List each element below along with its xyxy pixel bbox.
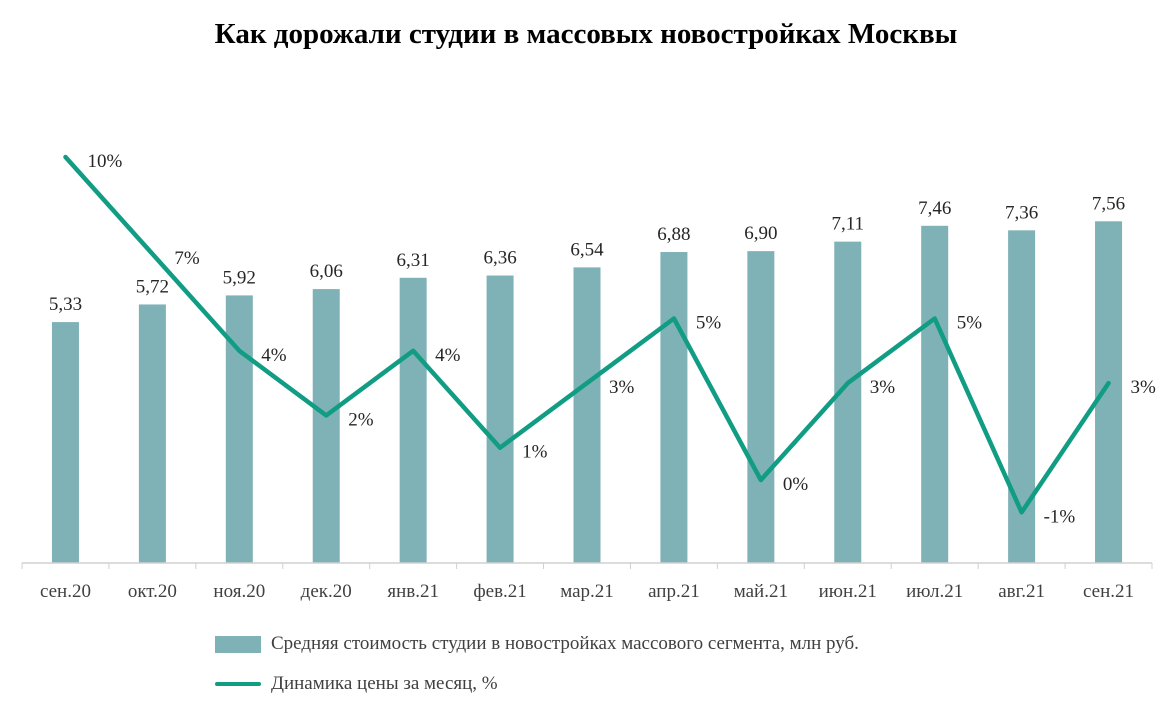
x-tick-label: июл.21	[906, 581, 963, 602]
line-value-label: -1%	[1044, 506, 1076, 527]
x-tick-label: фев.21	[473, 581, 526, 602]
line-value-label: 2%	[348, 409, 374, 430]
bar-value-label: 7,11	[831, 214, 864, 235]
bar-value-label: 6,36	[483, 248, 516, 269]
bar	[834, 242, 861, 563]
bar	[139, 304, 166, 563]
line-value-label: 10%	[87, 151, 122, 172]
x-tick-label: ноя.20	[213, 581, 265, 602]
bar-value-label: 6,90	[744, 223, 777, 244]
legend-swatch-bars	[215, 636, 261, 653]
bar-value-label: 6,54	[570, 239, 604, 260]
x-tick-label: май.21	[734, 581, 788, 602]
line-value-label: 7%	[174, 248, 200, 269]
bar-value-label: 7,46	[918, 198, 951, 219]
bar-value-label: 6,06	[310, 261, 343, 282]
x-tick-label: дек.20	[301, 581, 352, 602]
legend: Средняя стоимость студии в новостройках …	[215, 624, 859, 704]
x-tick-label: окт.20	[128, 581, 177, 602]
bar-value-label: 6,31	[397, 250, 430, 271]
x-tick-label: апр.21	[648, 581, 700, 602]
line-value-label: 5%	[696, 313, 722, 334]
bar-value-label: 5,72	[136, 276, 169, 297]
line-value-label: 5%	[957, 313, 983, 334]
line-value-label: 4%	[435, 345, 461, 366]
legend-swatch-line	[215, 682, 261, 686]
legend-item-line: Динамика цены за месяц, %	[215, 664, 859, 704]
line-value-label: 3%	[609, 377, 635, 398]
line-value-label: 3%	[870, 377, 896, 398]
legend-label-line: Динамика цены за месяц, %	[271, 673, 498, 695]
bar	[52, 322, 79, 563]
bar	[400, 278, 427, 563]
bar-value-label: 5,33	[49, 294, 82, 315]
bar	[487, 276, 514, 563]
bar	[313, 289, 340, 563]
legend-item-bars: Средняя стоимость студии в новостройках …	[215, 624, 859, 664]
line-value-label: 1%	[522, 442, 548, 463]
bar-value-label: 6,88	[657, 224, 690, 245]
bar	[921, 226, 948, 563]
ticks-layer: сен.20 окт.20 ноя.20 дек.20 янв.21 фев.21 мар.…	[22, 563, 1152, 602]
x-tick-label: янв.21	[387, 581, 439, 602]
bar-value-label: 7,36	[1005, 202, 1038, 223]
bar	[660, 252, 687, 563]
line-value-label: 0%	[783, 474, 809, 495]
x-tick-label: мар.21	[560, 581, 614, 602]
bar	[1095, 221, 1122, 563]
legend-label-bars: Средняя стоимость студии в новостройках …	[271, 633, 859, 655]
bar-value-label: 5,92	[223, 267, 256, 288]
x-tick-label: сен.20	[40, 581, 91, 602]
bar	[574, 267, 601, 563]
bar	[747, 251, 774, 563]
x-tick-label: июн.21	[819, 581, 877, 602]
bars-layer	[52, 221, 1122, 563]
x-tick-label: сен.21	[1083, 581, 1134, 602]
line-value-label: 3%	[1131, 377, 1157, 398]
x-tick-label: авг.21	[998, 581, 1045, 602]
bar-value-label: 7,56	[1092, 193, 1125, 214]
line-value-label: 4%	[261, 345, 287, 366]
bar	[226, 295, 253, 563]
